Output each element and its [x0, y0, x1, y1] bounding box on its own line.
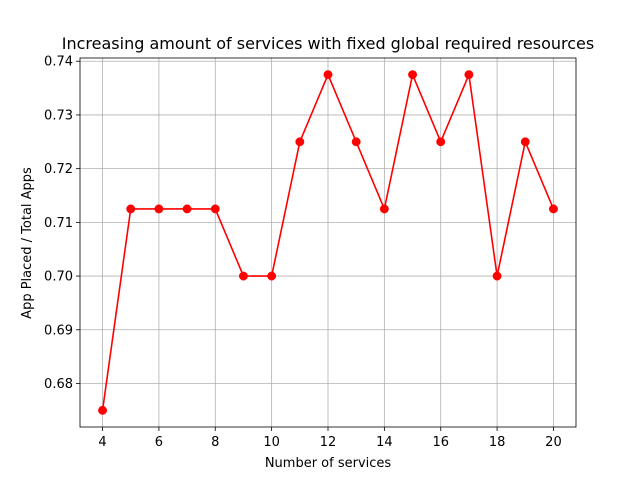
y-tick-label: 0.73 [44, 108, 73, 123]
data-point [98, 405, 107, 415]
x-tick-label: 6 [155, 435, 163, 450]
x-tick-label: 18 [489, 435, 506, 450]
x-tick-label: 20 [545, 435, 562, 450]
data-point [464, 70, 474, 80]
data-point [408, 70, 417, 80]
data-point [436, 137, 446, 147]
data-point [492, 271, 502, 281]
data-point [323, 70, 333, 80]
x-tick-label: 14 [376, 435, 393, 450]
y-axis-title: App Placed / Total Apps [20, 167, 35, 319]
y-tick-label: 0.71 [44, 216, 73, 231]
y-tick-label: 0.70 [44, 270, 73, 285]
data-point [267, 271, 277, 281]
y-tick-label: 0.74 [44, 55, 73, 70]
data-point [182, 204, 192, 214]
data-point [295, 137, 305, 147]
series-layer [98, 70, 558, 415]
axes: 4 6 8 10 12 14 16 18 20 0.68 0.69 0.70 0.71 0.72 0.73 0… [44, 55, 577, 450]
data-point [520, 137, 530, 147]
x-tick-label: 12 [320, 435, 337, 450]
plot-frame [79, 57, 577, 428]
data-point [154, 204, 164, 214]
data-point [239, 271, 248, 281]
data-point [210, 204, 220, 214]
data-point [126, 204, 136, 214]
data-point [379, 204, 389, 214]
grid [80, 58, 576, 427]
y-tick-label: 0.69 [44, 323, 73, 338]
data-point [351, 137, 361, 147]
x-axis-title: Number of services [265, 456, 392, 471]
data-point [549, 204, 558, 214]
x-tick-label: 4 [98, 435, 106, 450]
x-tick-label: 16 [432, 435, 449, 450]
y-tick-label: 0.72 [44, 162, 73, 177]
chart-title: Increasing amount of services with fixed… [62, 34, 594, 53]
x-tick-label: 8 [211, 435, 219, 450]
y-tick-label: 0.68 [44, 377, 73, 392]
x-tick-label: 10 [263, 435, 280, 450]
